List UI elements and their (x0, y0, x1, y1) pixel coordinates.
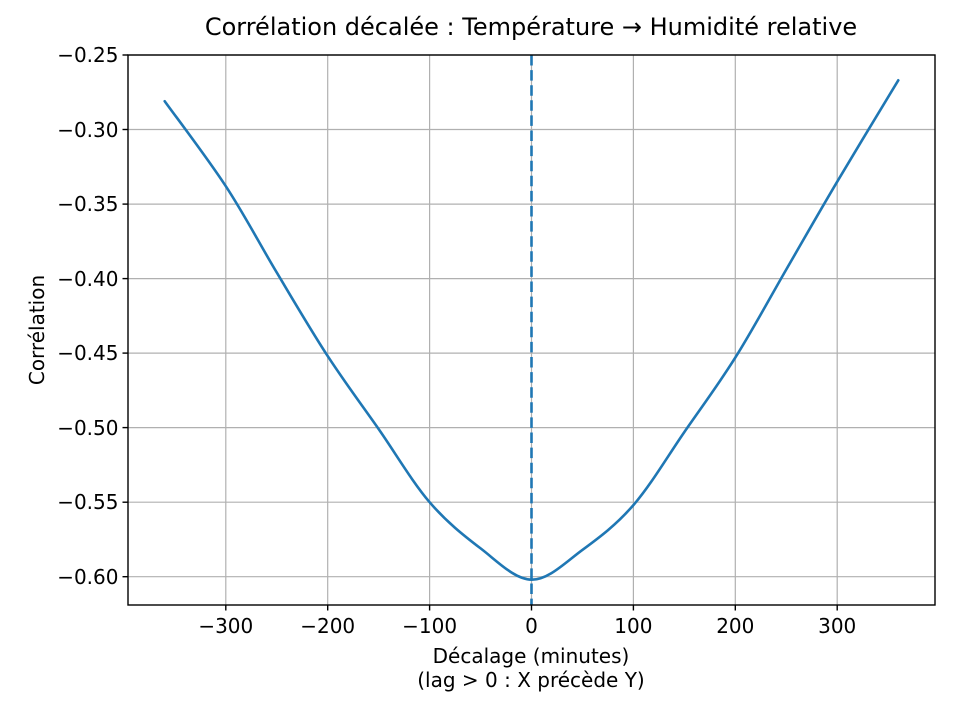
y-axis-title: Corrélation (25, 274, 49, 386)
x-tick-label: −200 (300, 614, 356, 638)
x-tick-label: 0 (525, 614, 538, 638)
x-tick-label: −300 (198, 614, 254, 638)
y-tick-label: −0.60 (57, 564, 119, 589)
x-axis-title-line2: (lag > 0 : X précède Y) (417, 668, 645, 692)
x-axis-title: Décalage (minutes) (lag > 0 : X précède … (417, 644, 644, 692)
correlation-curve (163, 79, 900, 582)
y-tick-label: −0.30 (57, 117, 119, 142)
x-axis-title-line1: Décalage (minutes) (432, 644, 630, 668)
x-tick-label: 200 (716, 614, 755, 638)
x-tick-label: −100 (402, 614, 458, 638)
x-tick-label: 100 (614, 614, 653, 638)
y-tick-label: −0.35 (57, 192, 119, 217)
y-tick-label: −0.55 (57, 490, 119, 515)
y-tick-label: −0.45 (57, 341, 119, 366)
y-tick-label: −0.50 (57, 415, 119, 440)
y-tick-label: −0.25 (57, 43, 119, 67)
y-tick-label: −0.40 (57, 266, 119, 291)
x-tick-label: 300 (818, 614, 857, 638)
chart-title: Corrélation décalée : Température → Humi… (204, 13, 858, 41)
